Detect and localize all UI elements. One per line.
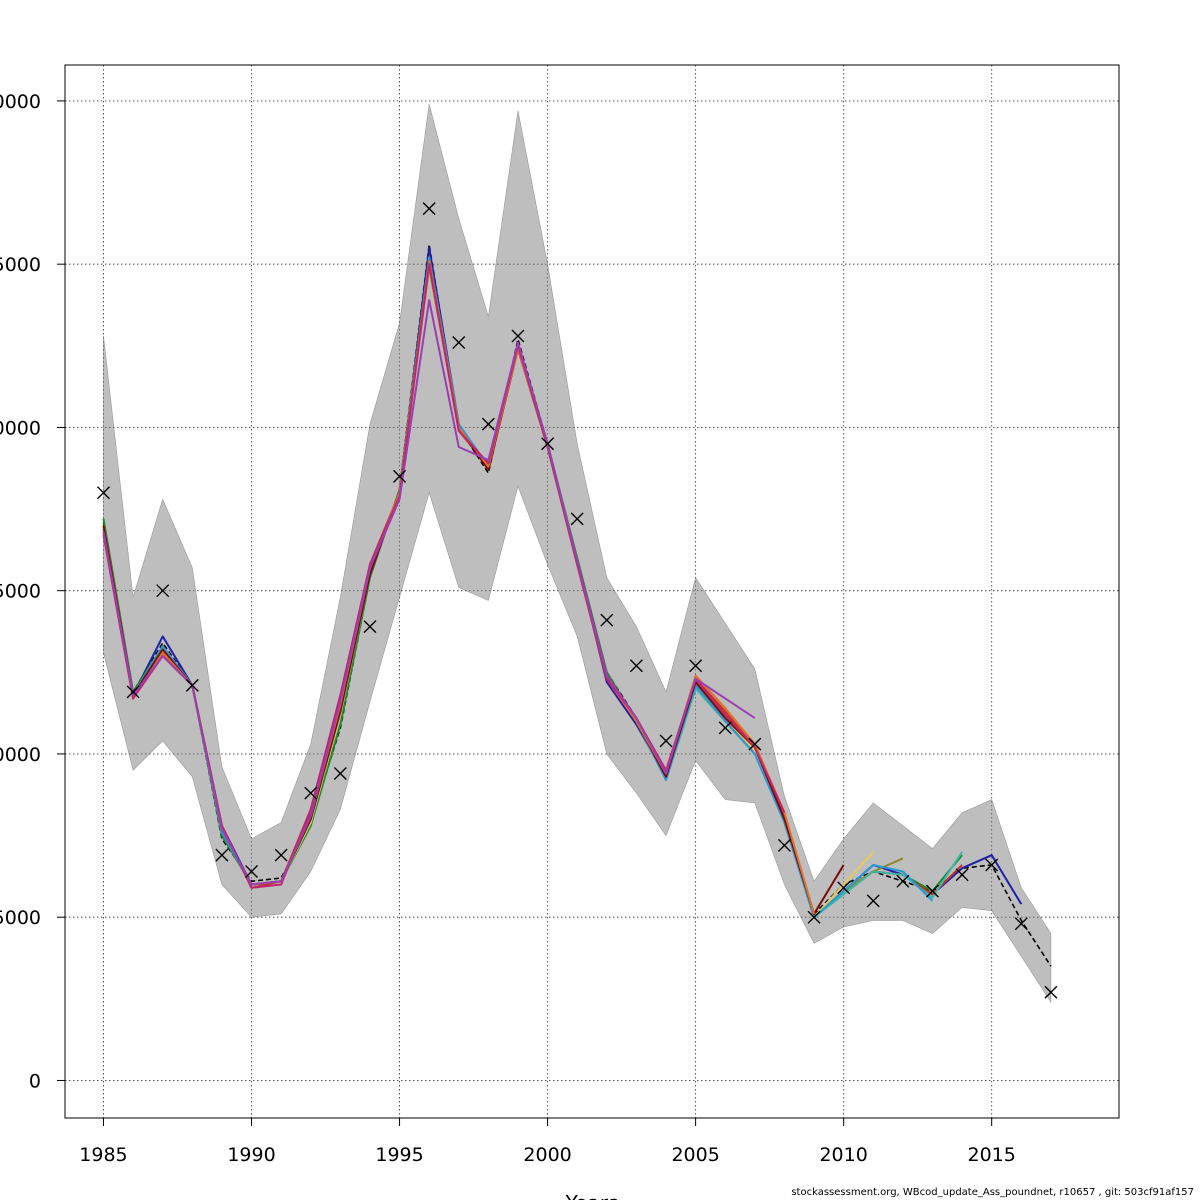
- y-tick-label: 0: [29, 1070, 41, 1092]
- observed-point: [185, 678, 199, 692]
- observed-point: [363, 620, 377, 634]
- observed-point: [452, 336, 466, 350]
- confidence-band-layer: [103, 104, 1052, 1004]
- observed-point: [837, 881, 851, 895]
- y-tick-label: 25000: [0, 254, 41, 276]
- observed-point-stroke: [156, 584, 170, 598]
- observed-point: [126, 685, 140, 699]
- observed-point: [777, 838, 791, 852]
- observed-point-stroke: [245, 864, 259, 878]
- observed-point-stroke: [452, 336, 466, 350]
- observed-point-stroke: [570, 512, 584, 526]
- x-tick-label: 2015: [968, 1144, 1016, 1166]
- observed-point-stroke: [955, 868, 969, 882]
- observed-point: [511, 329, 525, 343]
- observed-point: [896, 874, 910, 888]
- x-tick-label: 2010: [819, 1144, 867, 1166]
- observed-point-stroke: [1014, 917, 1028, 931]
- observed-point-stroke: [807, 910, 821, 924]
- observed-point: [481, 417, 495, 431]
- observed-point: [629, 659, 643, 673]
- observed-point-stroke: [126, 685, 140, 699]
- observed-point: [807, 910, 821, 924]
- observed-point: [96, 486, 110, 500]
- observed-point-stroke: [896, 874, 910, 888]
- x-axis-title: Years: [565, 1191, 619, 1200]
- y-tick-label: 30000: [0, 91, 41, 113]
- grid-overlay: [65, 65, 1119, 1118]
- observed-point: [570, 512, 584, 526]
- y-tick-label: 10000: [0, 744, 41, 766]
- observed-point-stroke: [541, 437, 555, 451]
- observed-point-stroke: [600, 613, 614, 627]
- observed-point: [304, 786, 318, 800]
- observed-point-stroke: [689, 659, 703, 673]
- observed-point-stroke: [777, 838, 791, 852]
- observed-point: [1014, 917, 1028, 931]
- observed-point: [393, 469, 407, 483]
- observed-point: [215, 848, 229, 862]
- observed-point: [985, 858, 999, 872]
- observed-point: [422, 202, 436, 216]
- x-axis: 1985 1990 1995 2000 2005 2010 2015: [79, 1118, 1016, 1166]
- observed-point: [689, 659, 703, 673]
- x-tick-label: 2000: [523, 1144, 571, 1166]
- observed-point: [245, 864, 259, 878]
- confidence-band: [103, 104, 1052, 1004]
- observed-point-stroke: [333, 767, 347, 781]
- observed-point: [925, 884, 939, 898]
- observed-point: [1044, 985, 1058, 999]
- observed-point-stroke: [1044, 985, 1058, 999]
- series-line-12: [102, 299, 756, 886]
- observed-point: [718, 721, 732, 735]
- observed-point-stroke: [837, 881, 851, 895]
- x-tick-label: 1990: [227, 1144, 275, 1166]
- observed-point-stroke: [718, 721, 732, 735]
- observed-point-stroke: [215, 848, 229, 862]
- observed-point-stroke: [925, 884, 939, 898]
- observed-point-stroke: [985, 858, 999, 872]
- observed-point: [659, 734, 673, 748]
- observed-point-stroke: [96, 486, 110, 500]
- observed-point-stroke: [274, 848, 288, 862]
- observed-point: [541, 437, 555, 451]
- footer-note: stockassessment.org, WBcod_update_Ass_po…: [791, 1187, 1194, 1198]
- y-tick-label: 20000: [0, 417, 41, 439]
- observed-point: [274, 848, 288, 862]
- observed-point-stroke: [422, 202, 436, 216]
- observed-point: [333, 767, 347, 781]
- observed-point-stroke: [748, 737, 762, 751]
- observed-point-stroke: [866, 894, 880, 908]
- observed-point: [955, 868, 969, 882]
- observed-point-stroke: [185, 678, 199, 692]
- observed-point: [156, 584, 170, 598]
- series-layer: [102, 243, 1052, 967]
- observed-point-stroke: [393, 469, 407, 483]
- observed-point-stroke: [629, 659, 643, 673]
- observed-point: [600, 613, 614, 627]
- observed-point-stroke: [511, 329, 525, 343]
- observed-point: [866, 894, 880, 908]
- observed-point-stroke: [481, 417, 495, 431]
- observed-point-stroke: [659, 734, 673, 748]
- observed-point-stroke: [304, 786, 318, 800]
- x-tick-label: 1995: [375, 1144, 423, 1166]
- x-tick-label: 2005: [671, 1144, 719, 1166]
- observed-points-layer: [96, 202, 1058, 999]
- plot-frame: [64, 64, 1120, 1119]
- observed-point: [748, 737, 762, 751]
- x-tick-label: 1985: [79, 1144, 127, 1166]
- observed-point-stroke: [363, 620, 377, 634]
